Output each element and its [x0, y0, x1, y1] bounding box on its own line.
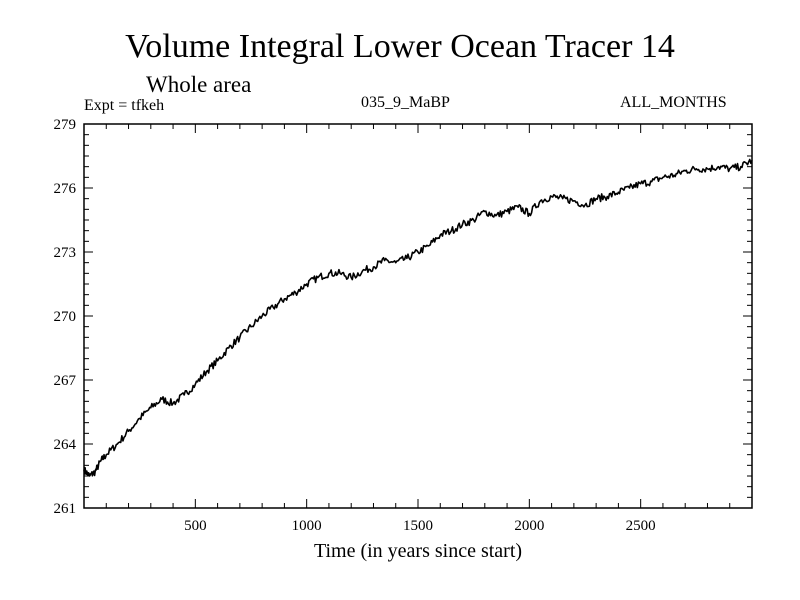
- y-tick-label: 270: [54, 309, 77, 325]
- y-tick-label: 267: [54, 373, 77, 389]
- months-label: ALL_MONTHS: [620, 94, 727, 111]
- y-tick-label: 264: [54, 437, 77, 453]
- series-line: [83, 158, 753, 477]
- experiment-label: Expt = tfkeh: [84, 97, 165, 114]
- x-tick-label: 2000: [514, 518, 544, 534]
- series-group: [83, 158, 753, 477]
- y-tick-label: 279: [54, 117, 77, 133]
- axes: 500 1000 1500 2000 2500 261 264 267 270 273 276 279: [54, 117, 753, 534]
- x-tick-label: 2500: [626, 518, 656, 534]
- x-tick-label: 500: [184, 518, 207, 534]
- y-tick-label: 261: [54, 501, 77, 517]
- y-tick-label: 273: [54, 245, 77, 261]
- x-tick-label: 1000: [292, 518, 322, 534]
- chart-title: Volume Integral Lower Ocean Tracer 14: [125, 28, 675, 65]
- x-axis-label: Time (in years since start): [314, 540, 522, 562]
- x-tick-label: 1500: [403, 518, 433, 534]
- y-tick-label: 276: [54, 181, 77, 197]
- chart-subtitle: Whole area: [146, 72, 252, 97]
- period-label: 035_9_MaBP: [361, 94, 450, 111]
